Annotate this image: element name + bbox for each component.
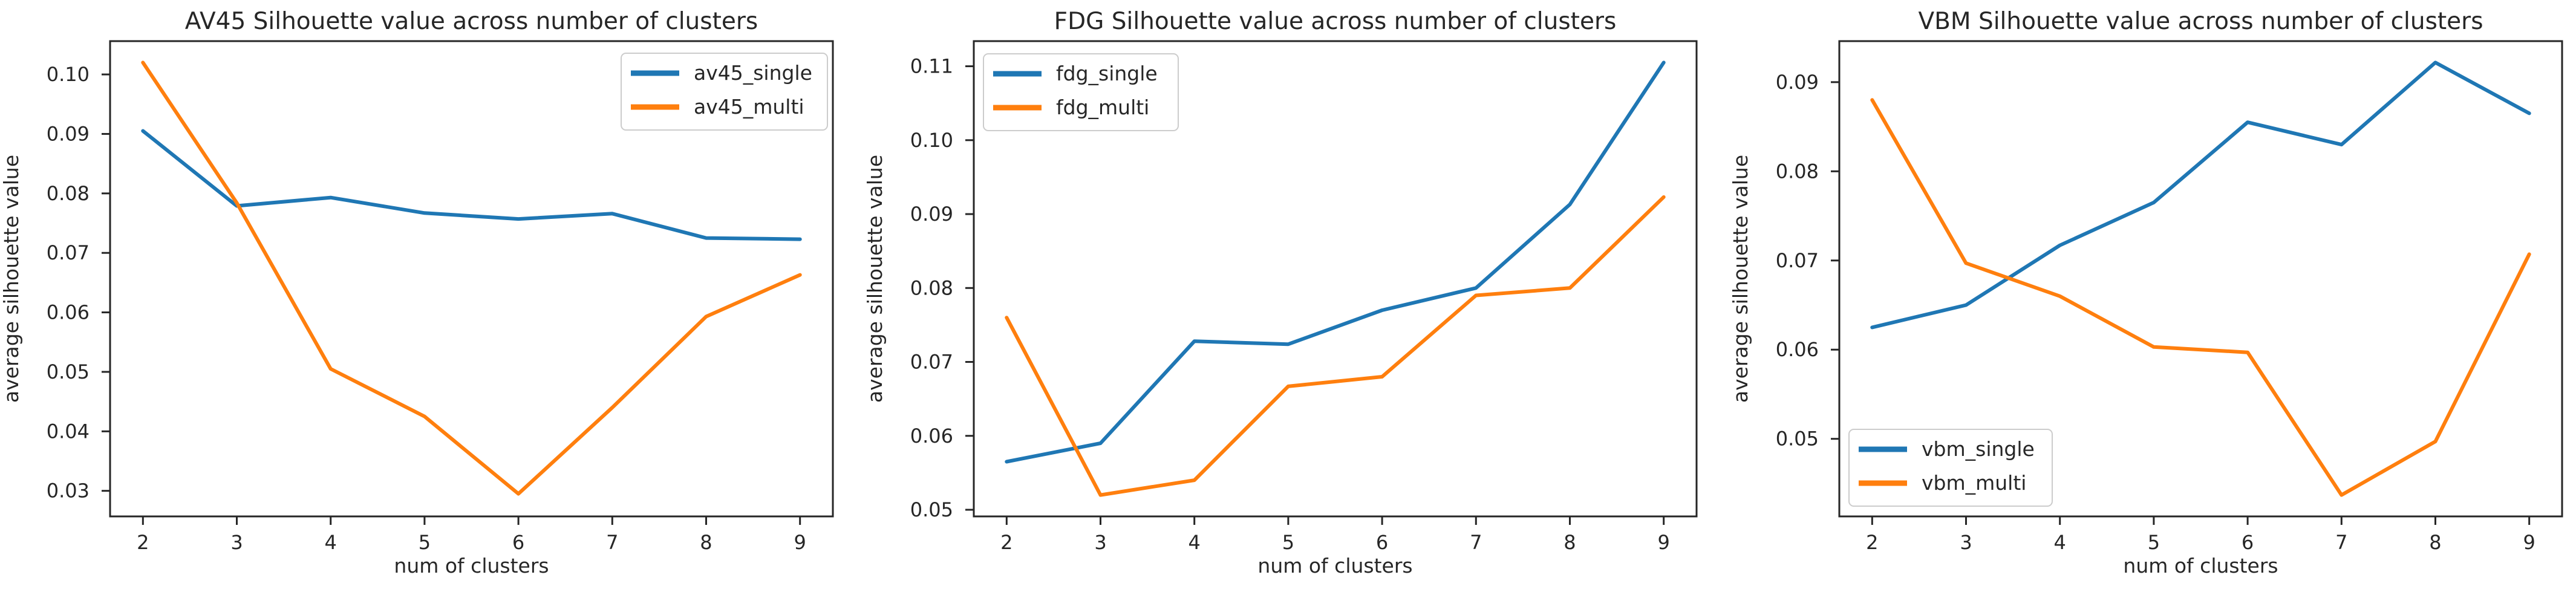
- x-tick-label: 8: [1564, 531, 1576, 554]
- legend-label-vbm_multi: vbm_multi: [1922, 471, 2026, 495]
- chart-panel-fdg: FDG Silhouette value across number of cl…: [863, 8, 1698, 577]
- series-line-av45_single: [141, 129, 802, 241]
- x-tick-label: 2: [1866, 531, 1878, 554]
- y-tick-label: 0.05: [1776, 428, 1819, 451]
- x-tick-label: 8: [2429, 531, 2441, 554]
- x-tick-label: 5: [2148, 531, 2160, 554]
- x-tick-label: 8: [700, 531, 712, 554]
- series-line-vbm_single: [1870, 60, 2531, 330]
- y-tick-label: 0.06: [47, 301, 90, 324]
- x-axis-label: num of clusters: [1257, 554, 1412, 577]
- legend-label-fdg_single: fdg_single: [1056, 62, 1158, 85]
- y-tick-label: 0.11: [910, 55, 953, 78]
- x-tick-label: 2: [1000, 531, 1012, 554]
- y-tick-label: 0.09: [910, 203, 953, 226]
- x-tick-label: 6: [1376, 531, 1388, 554]
- chart-panel-vbm: VBM Silhouette value across number of cl…: [1729, 8, 2563, 577]
- chart-panel-av45: AV45 Silhouette value across number of c…: [0, 8, 834, 577]
- x-tick-label: 7: [1470, 531, 1482, 554]
- y-tick-label: 0.08: [47, 182, 90, 205]
- x-tick-label: 4: [1189, 531, 1201, 554]
- series-line-fdg_multi: [1005, 195, 1666, 497]
- y-tick-label: 0.07: [1776, 249, 1819, 272]
- series-line-fdg_single: [1005, 60, 1666, 464]
- y-tick-label: 0.06: [910, 424, 953, 447]
- y-tick-label: 0.07: [47, 241, 90, 264]
- series-line-vbm_multi: [1870, 98, 2531, 497]
- x-tick-label: 4: [2054, 531, 2066, 554]
- y-tick-label: 0.03: [47, 480, 90, 503]
- x-tick-label: 3: [1094, 531, 1106, 554]
- x-tick-label: 3: [230, 531, 243, 554]
- legend: vbm_single vbm_multi: [1848, 429, 2053, 507]
- x-axis-label: num of clusters: [2123, 554, 2278, 577]
- y-tick-label: 0.09: [1776, 71, 1819, 94]
- plot-frame: [973, 40, 1698, 518]
- x-tick-label: 5: [419, 531, 431, 554]
- plot-frame: [1838, 40, 2563, 518]
- x-tick-label: 7: [2335, 531, 2347, 554]
- chart-title: FDG Silhouette value across number of cl…: [1054, 8, 1617, 35]
- y-tick-label: 0.08: [1776, 160, 1819, 183]
- y-axis-label: average silhouette value: [0, 155, 23, 403]
- y-axis-label: average silhouette value: [1729, 155, 1752, 403]
- y-tick-label: 0.10: [47, 63, 90, 86]
- x-tick-label: 6: [512, 531, 524, 554]
- y-tick-label: 0.10: [910, 129, 953, 152]
- legend-label-fdg_multi: fdg_multi: [1056, 96, 1149, 119]
- y-tick-label: 0.04: [47, 420, 90, 443]
- legend: fdg_single fdg_multi: [983, 53, 1179, 131]
- y-tick-label: 0.05: [910, 498, 953, 521]
- x-tick-label: 3: [1960, 531, 1972, 554]
- x-tick-label: 7: [606, 531, 618, 554]
- plot-frame: [109, 40, 834, 518]
- x-tick-label: 9: [794, 531, 806, 554]
- series-line-av45_multi: [141, 60, 802, 496]
- x-tick-label: 4: [325, 531, 337, 554]
- legend-label-vbm_single: vbm_single: [1922, 437, 2035, 461]
- x-axis-label: num of clusters: [394, 554, 549, 577]
- x-tick-label: 5: [1282, 531, 1294, 554]
- y-tick-label: 0.06: [1776, 338, 1819, 361]
- y-tick-label: 0.05: [47, 360, 90, 383]
- x-tick-label: 9: [2523, 531, 2535, 554]
- x-tick-label: 6: [2242, 531, 2254, 554]
- chart-title: VBM Silhouette value across number of cl…: [1918, 8, 2483, 35]
- legend-label-av45_multi: av45_multi: [694, 95, 804, 119]
- chart-title: AV45 Silhouette value across number of c…: [185, 8, 758, 35]
- legend-label-av45_single: av45_single: [694, 61, 812, 85]
- legend: av45_single av45_multi: [621, 53, 828, 131]
- y-tick-label: 0.07: [910, 351, 953, 374]
- x-tick-label: 2: [137, 531, 149, 554]
- y-axis-label: average silhouette value: [863, 155, 887, 403]
- y-tick-label: 0.09: [47, 122, 90, 145]
- x-tick-label: 9: [1658, 531, 1670, 554]
- y-tick-label: 0.08: [910, 276, 953, 299]
